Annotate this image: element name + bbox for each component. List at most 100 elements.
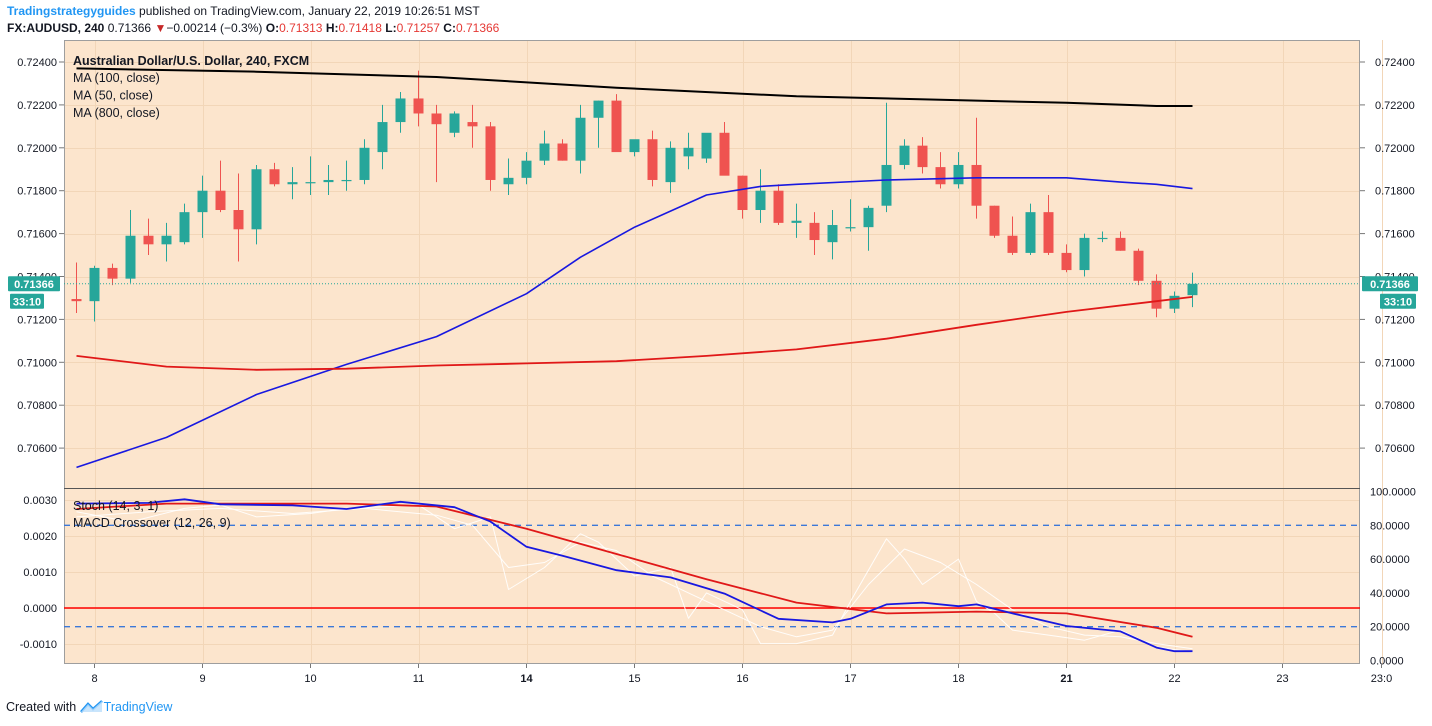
- last-price-badge-left: 0.71366: [8, 276, 60, 292]
- candle-body: [593, 100, 604, 118]
- ma100-line: [76, 67, 1193, 107]
- indicator-legend-item: MACD Crossover (12, 26, 9): [73, 516, 231, 530]
- candle: [161, 222, 172, 262]
- candle: [413, 70, 424, 127]
- ma-legend-item: MA (50, close): [73, 89, 153, 103]
- ma50-line: [76, 177, 1193, 469]
- candle: [593, 100, 604, 148]
- candle: [1061, 244, 1072, 273]
- candle-body: [287, 182, 298, 185]
- y-tick-label-left: 0.72000: [17, 143, 57, 155]
- candle: [1025, 203, 1036, 256]
- candle-body: [1061, 252, 1072, 271]
- low-value: 0.71257: [396, 21, 440, 35]
- close-value: 0.71366: [455, 21, 500, 35]
- candle-body: [1097, 237, 1108, 240]
- candles: [71, 70, 1198, 322]
- candle: [233, 173, 244, 262]
- symbol-label: FX:AUDUSD, 240: [7, 21, 105, 35]
- candle-body: [665, 147, 676, 183]
- macd-line: [76, 498, 1193, 653]
- candle-body: [1133, 250, 1144, 281]
- footer: Created with TradingView: [6, 700, 172, 714]
- candle-body: [377, 122, 388, 153]
- candle: [1169, 291, 1180, 313]
- x-tick-label: 9: [199, 673, 205, 685]
- candle: [917, 137, 928, 174]
- candle: [719, 122, 730, 176]
- y-tick-label-left: 0.71000: [17, 357, 57, 369]
- countdown-badge-right-bg: [1380, 293, 1416, 309]
- candle-body: [737, 175, 748, 211]
- author-link[interactable]: Tradingstrategyguides: [7, 4, 136, 18]
- close-label: C:: [443, 21, 456, 35]
- candle: [755, 169, 766, 223]
- candle-body: [1151, 280, 1162, 309]
- candle-body: [629, 139, 640, 153]
- candle: [809, 212, 820, 256]
- last-price-badge-right: 0.71366: [1362, 276, 1418, 292]
- y-tick-label-right: 0.72000: [1375, 143, 1415, 155]
- last-price: 0.71366: [107, 21, 152, 35]
- candle: [215, 160, 226, 213]
- y-tick-label-left: 0.70600: [17, 443, 57, 455]
- candle-body: [521, 160, 532, 178]
- grid: [64, 40, 1383, 664]
- high-label: H:: [325, 21, 339, 35]
- candle-body: [143, 235, 154, 245]
- candle-body: [395, 98, 406, 123]
- tradingview-logo-icon: [79, 700, 103, 713]
- candle-body: [1115, 237, 1126, 251]
- candle-body: [107, 267, 118, 279]
- candle: [1115, 231, 1126, 251]
- candle: [827, 210, 838, 260]
- candle: [305, 156, 316, 195]
- ma-legend-item: MA (800, close): [73, 106, 160, 120]
- candle: [323, 164, 334, 195]
- candle-body: [1025, 212, 1036, 253]
- x-tick-label: 15: [628, 673, 640, 685]
- candle: [287, 167, 298, 200]
- candle-body: [989, 205, 1000, 236]
- ma800-line: [76, 296, 1193, 371]
- candle: [881, 102, 892, 213]
- candle: [71, 262, 82, 313]
- stoch-tick-label: 80.0000: [1370, 520, 1410, 532]
- candle-body: [575, 117, 586, 161]
- candle: [557, 139, 568, 161]
- y-tick-label-left: 0.71200: [17, 314, 57, 326]
- candle-body: [71, 299, 82, 302]
- candle-body: [485, 126, 496, 180]
- down-arrow-icon: ▼: [154, 21, 167, 35]
- candle-body: [431, 113, 442, 125]
- candle: [971, 117, 982, 219]
- y-tick-label-right: 0.70800: [1375, 400, 1415, 412]
- candle-body: [1007, 235, 1018, 253]
- stoch-d-line: [76, 507, 1193, 650]
- candle: [845, 199, 856, 232]
- candle-body: [233, 210, 244, 230]
- tradingview-link[interactable]: TradingView: [103, 700, 173, 714]
- candle: [791, 203, 802, 238]
- candle: [521, 152, 532, 185]
- open-value: 0.71313: [279, 21, 323, 35]
- candle-body: [683, 147, 694, 157]
- high-value: 0.71418: [338, 21, 382, 35]
- macd-tick-label: 0.0020: [23, 531, 57, 543]
- candle-body: [359, 147, 370, 180]
- countdown-badge-left-bg: [10, 293, 44, 309]
- candle-body: [809, 222, 820, 241]
- x-tick-label: 23: [1276, 673, 1288, 685]
- candle: [899, 139, 910, 170]
- stoch-tick-label: 40.0000: [1370, 588, 1410, 600]
- y-tick-label-left: 0.72400: [17, 57, 57, 69]
- candle-body: [791, 220, 802, 223]
- candle-body: [341, 179, 352, 182]
- candle-body: [305, 182, 316, 184]
- candle: [1097, 231, 1108, 243]
- x-tick-label: 22: [1168, 673, 1180, 685]
- candle: [1079, 233, 1090, 277]
- candle: [611, 94, 622, 153]
- price-change: −0.00214 (−0.3%): [166, 21, 263, 35]
